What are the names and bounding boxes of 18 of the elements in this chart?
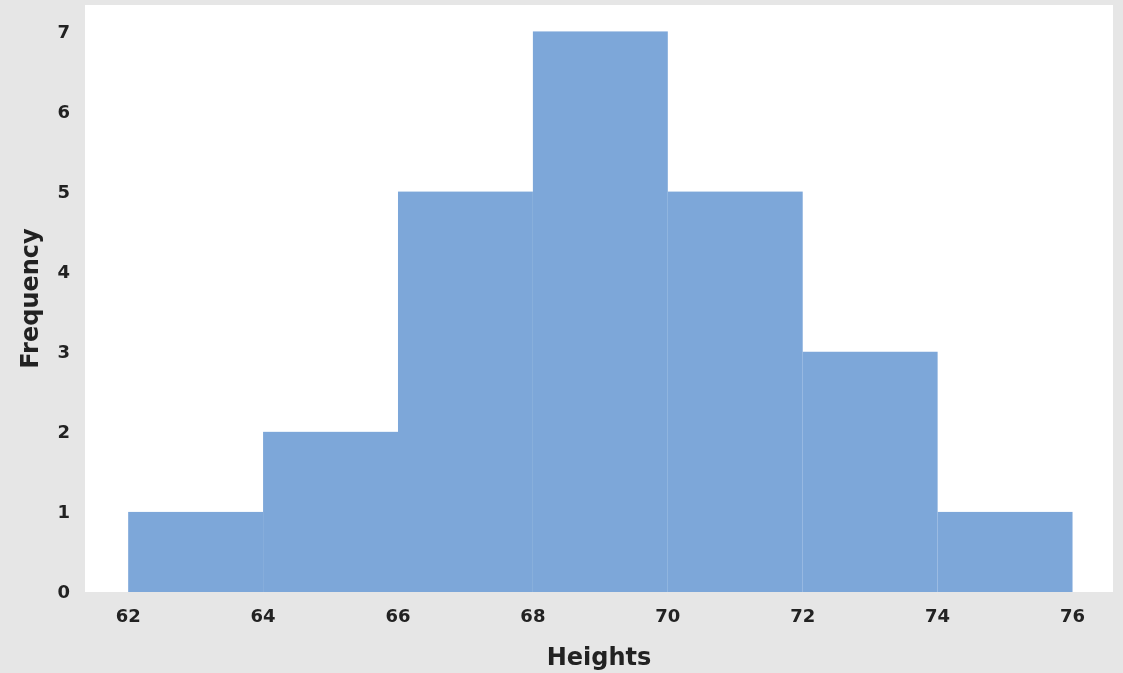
y-tick-label: 4	[57, 260, 70, 282]
y-tick-label: 2	[57, 421, 70, 443]
x-tick-label: 62	[115, 605, 141, 626]
x-tick-label: 72	[790, 605, 816, 626]
x-tick-label: 76	[1060, 605, 1086, 626]
y-tick-label: 6	[57, 100, 70, 122]
y-axis-title: Frequency	[16, 227, 44, 369]
y-tick-label: 3	[57, 341, 70, 363]
y-tick-label: 5	[57, 180, 70, 202]
y-tick-label: 1	[57, 501, 70, 523]
x-tick-label: 68	[520, 605, 546, 626]
x-tick-label: 66	[385, 605, 411, 626]
x-axis-title: Heights	[546, 643, 652, 671]
y-tick-label: 7	[57, 20, 70, 42]
x-tick-label: 74	[925, 605, 951, 626]
x-tick-label: 64	[250, 605, 276, 626]
y-tick-label: 0	[57, 581, 70, 603]
x-tick-label: 70	[655, 605, 681, 626]
